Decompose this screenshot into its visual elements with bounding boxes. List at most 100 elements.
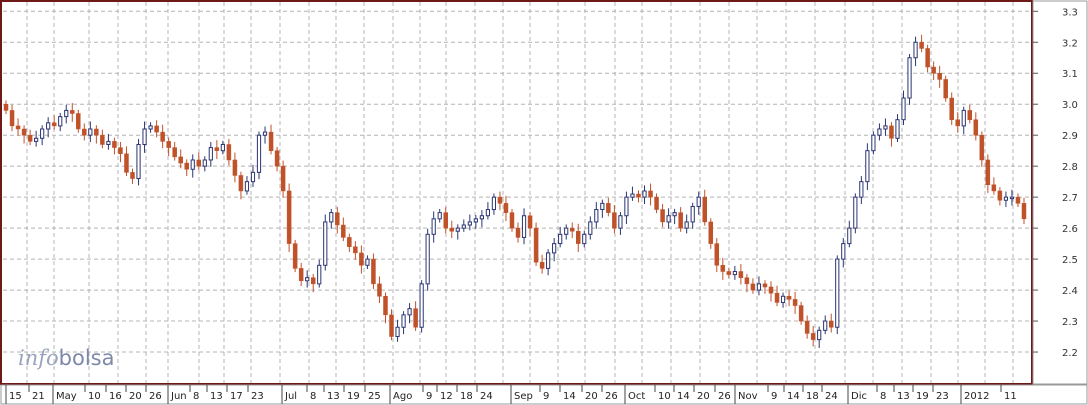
candle	[515, 222, 521, 243]
candle	[925, 44, 930, 73]
candle	[268, 124, 274, 155]
candle	[552, 238, 557, 262]
candle	[262, 126, 268, 144]
candle-body-down	[172, 147, 177, 158]
candle-body-down	[298, 268, 304, 282]
candle-body-up	[329, 212, 334, 223]
candle-body-up	[461, 224, 466, 229]
candle	[51, 115, 57, 130]
candle-body-up	[407, 308, 412, 316]
candle-body-up	[558, 233, 563, 245]
candle	[27, 129, 33, 146]
candle	[630, 186, 635, 201]
candle	[714, 238, 720, 273]
candle-body-down	[979, 134, 985, 161]
candle	[575, 223, 581, 252]
candle-body-up	[853, 196, 858, 229]
candle-body-up	[594, 209, 599, 223]
candle	[305, 270, 310, 288]
candle	[792, 291, 798, 314]
candle-body-down	[997, 190, 1003, 201]
candle-body-up	[961, 109, 966, 127]
candle	[244, 176, 250, 195]
x-tick-label: 9	[426, 391, 432, 402]
candle	[527, 212, 533, 237]
candle-body-down	[762, 283, 768, 288]
candle-body-down	[654, 196, 659, 210]
candle	[1009, 189, 1015, 206]
x-tick-label: 24	[480, 391, 493, 402]
x-tick-label: 13	[327, 391, 340, 402]
candle-body-up	[871, 134, 876, 152]
candle	[883, 118, 888, 136]
candle	[949, 92, 954, 125]
candle-body-up	[756, 283, 762, 291]
candle	[684, 214, 689, 234]
x-tick-label: Jun	[170, 391, 187, 402]
candle-body-up	[552, 243, 557, 254]
candle	[3, 100, 9, 115]
candle	[449, 220, 455, 239]
candle-body-down	[274, 150, 280, 167]
candle-body-down	[786, 296, 792, 300]
candlestick-series	[3, 34, 1027, 348]
candle-body-up	[365, 258, 370, 266]
candle	[594, 202, 599, 229]
candle-body-down	[720, 265, 726, 272]
candle-body-down	[21, 128, 27, 136]
x-tick-label: Sep	[514, 391, 533, 402]
candle-body-down	[973, 119, 979, 136]
candle-body-down	[702, 196, 707, 223]
candle-body-up	[244, 181, 250, 192]
x-tick-label: 26	[149, 391, 162, 402]
y-tick-label: 2.8	[1062, 162, 1078, 173]
candle-body-up	[323, 221, 328, 266]
candle-body-down	[112, 141, 117, 148]
candle-body-up	[823, 320, 828, 331]
candle	[238, 171, 244, 200]
candle-body-up	[40, 128, 45, 139]
grid-lines	[3, 2, 1031, 383]
candle	[106, 133, 111, 150]
candle-body-down	[828, 320, 834, 328]
candle	[425, 228, 430, 291]
candle-body-up	[425, 233, 430, 285]
candle	[937, 65, 942, 88]
candle-body-down	[949, 97, 954, 120]
candle	[317, 259, 322, 288]
candle	[461, 219, 466, 232]
candle-body-up	[817, 329, 822, 341]
x-tick-label: 15	[9, 391, 22, 402]
candle-body-down	[280, 165, 286, 192]
candle-body-down	[792, 299, 798, 306]
candle	[389, 309, 394, 341]
candle-body-down	[967, 110, 973, 120]
candle-body-up	[401, 314, 406, 328]
candle	[64, 104, 69, 124]
candle	[612, 205, 617, 234]
candle-body-down	[353, 246, 358, 254]
candle-body-up	[479, 215, 484, 220]
candle	[377, 276, 382, 304]
candle	[467, 214, 472, 231]
candle-body-down	[341, 224, 346, 238]
y-tick-label: 3.2	[1062, 38, 1078, 49]
candle	[323, 214, 328, 271]
candle	[76, 109, 81, 133]
candle-body-down	[449, 227, 455, 232]
candle	[232, 152, 238, 183]
candle-body-down	[100, 134, 105, 145]
candle-body-down	[268, 131, 274, 151]
candle	[34, 130, 39, 147]
candle	[407, 303, 412, 324]
candle-body-down	[371, 258, 376, 285]
candle	[359, 245, 364, 274]
candle-body-down	[154, 125, 159, 133]
candle-body-down	[660, 209, 665, 223]
candle	[660, 203, 665, 228]
candle-body-down	[196, 159, 202, 167]
candle-body-up	[250, 171, 256, 183]
x-tick-label: 13	[897, 391, 910, 402]
candle-body-down	[919, 42, 924, 49]
candle-body-down	[124, 153, 129, 173]
